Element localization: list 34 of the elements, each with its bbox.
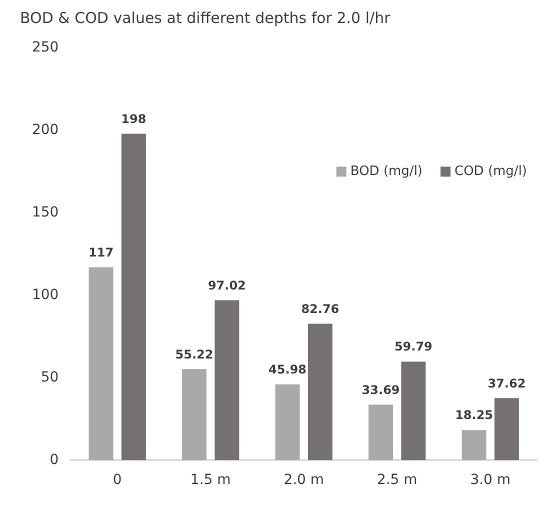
y-tick-label: 200 <box>32 122 59 138</box>
y-tick-label: 150 <box>32 204 59 221</box>
y-tick-label: 250 <box>32 40 59 56</box>
data-label: 97.02 <box>208 278 246 292</box>
bar <box>462 430 486 460</box>
data-label: 37.62 <box>488 376 526 390</box>
data-label: 45.98 <box>268 362 307 377</box>
data-label: 82.76 <box>301 302 340 316</box>
data-label: 117 <box>88 245 114 260</box>
bar <box>121 134 146 460</box>
bar <box>214 300 240 460</box>
bar <box>401 362 426 460</box>
data-label: 33.69 <box>362 382 400 397</box>
y-tick-label: 0 <box>50 452 59 468</box>
x-tick-label: 2.5 m <box>376 472 418 488</box>
bar <box>368 404 394 460</box>
data-label: 59.79 <box>394 340 432 354</box>
x-tick-label: 0 <box>112 472 122 488</box>
bar <box>88 267 114 460</box>
bar <box>308 324 332 460</box>
y-tick-label: 100 <box>32 286 59 303</box>
data-label: 198 <box>121 112 146 126</box>
data-label: 55.22 <box>175 347 214 362</box>
x-tick-label: 3.0 m <box>470 472 511 488</box>
chart-title: BOD & COD values at different depths for 2.0 l/hr <box>20 8 392 27</box>
data-label: 18.25 <box>455 408 494 422</box>
legend-label: COD (mg/l) <box>454 164 528 180</box>
x-tick-label: 2.0 m <box>284 472 324 488</box>
legend-label: BOD (mg/l) <box>350 164 423 180</box>
bar <box>182 369 207 460</box>
y-tick-label: 50 <box>40 369 59 386</box>
bar <box>494 398 519 460</box>
bar <box>275 384 300 460</box>
x-tick-label: 1.5 m <box>190 472 231 488</box>
